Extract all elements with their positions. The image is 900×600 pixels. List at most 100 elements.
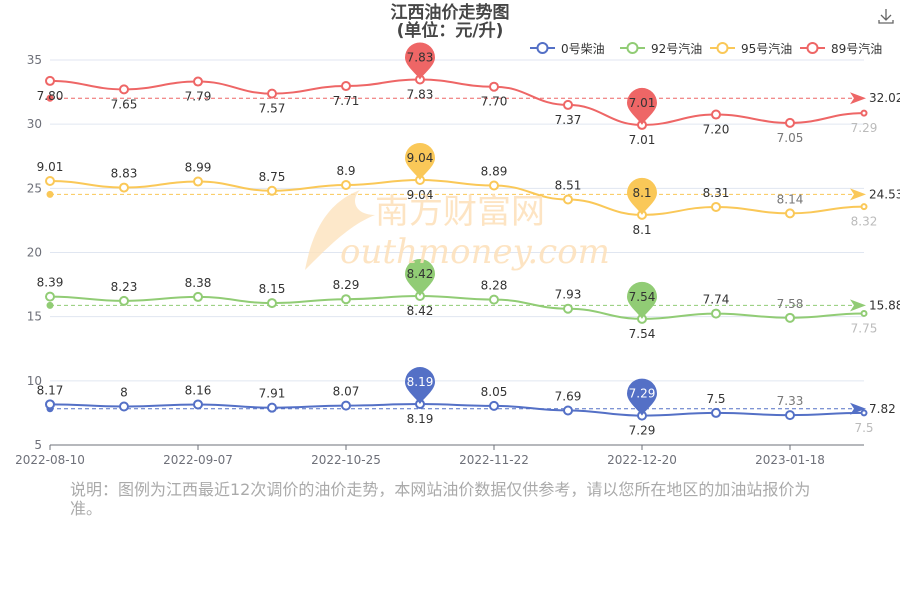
data-label: 7.29 [851, 121, 878, 135]
data-label: 7.69 [555, 389, 582, 403]
data-point [711, 109, 721, 120]
data-label: 8.42 [407, 304, 434, 318]
legend-label: 89号汽油 [831, 41, 882, 56]
data-label: 8.17 [37, 383, 64, 397]
data-point [267, 88, 277, 99]
data-point [193, 176, 203, 187]
mark-pin-label: 7.29 [629, 387, 656, 401]
data-point [267, 185, 277, 196]
mark-pin-label: 8.1 [632, 186, 651, 200]
x-tick-label: 2023-01-18 [755, 453, 825, 467]
data-point [267, 402, 277, 413]
data-point [45, 399, 55, 410]
data-label: 7.57 [259, 102, 286, 116]
chart-note: 说明：图例为江西最近12次调价的油价走势，本网站油价数据仅供参考，请以您所在地区… [70, 480, 811, 518]
data-label: 7.80 [37, 89, 64, 103]
data-label: 7.5 [706, 392, 725, 406]
data-label: 7.33 [777, 394, 804, 408]
data-point [785, 117, 795, 128]
data-point [785, 410, 795, 421]
mark-pin-label: 7.54 [629, 290, 656, 304]
data-label: 8.07 [333, 385, 360, 399]
data-point [860, 203, 868, 211]
data-label: 8.39 [37, 276, 64, 290]
data-label: 7.05 [777, 131, 804, 145]
data-label: 7.29 [629, 424, 656, 438]
y-tick-label: 25 [27, 181, 42, 195]
mark-pin-max [405, 259, 435, 297]
data-point [193, 76, 203, 87]
data-label: 8.1 [632, 223, 651, 237]
legend-item[interactable]: 0号柴油 [530, 42, 605, 56]
mark-pin-label: 8.42 [407, 267, 434, 281]
series-line-0 [49, 403, 865, 417]
data-label: 8.15 [259, 282, 286, 296]
data-point [119, 182, 129, 193]
average-label: 24.53 [869, 187, 900, 201]
mark-pin-label: 9.04 [407, 151, 434, 165]
average-label: 15.88 [869, 298, 900, 312]
data-label: 7.75 [851, 321, 878, 335]
x-tick-label: 2022-09-07 [163, 453, 233, 467]
y-tick-label: 20 [27, 246, 42, 260]
average-label: 32.02 [869, 91, 900, 105]
data-point [489, 294, 499, 305]
data-label: 7.79 [185, 90, 212, 104]
chart-title-block: 江西油价走势图 (单位：元/升) [0, 4, 900, 40]
download-icon[interactable] [876, 6, 896, 26]
data-point [267, 298, 277, 309]
data-label: 7.74 [703, 293, 730, 307]
data-label: 8.9 [336, 164, 355, 178]
data-point [563, 194, 573, 205]
mark-pin-min [627, 378, 657, 416]
y-tick-label: 5 [34, 438, 42, 452]
legend-symbol [536, 42, 549, 54]
data-label: 8.51 [555, 178, 582, 192]
data-point [860, 309, 868, 317]
x-tick-label: 2022-12-20 [607, 453, 677, 467]
series-line-3 [49, 78, 865, 126]
mark-pin-min [627, 177, 657, 215]
y-tick-label: 35 [27, 53, 42, 67]
data-label: 9.01 [37, 160, 64, 174]
data-point [860, 109, 868, 117]
data-point [711, 201, 721, 212]
mark-pin-label: 8.19 [407, 375, 434, 389]
data-label: 8.29 [333, 278, 360, 292]
data-label: 8.05 [481, 385, 508, 399]
data-label: 7.71 [333, 94, 360, 108]
legend-item[interactable]: 95号汽油 [710, 41, 792, 56]
data-label: 8.19 [407, 412, 434, 426]
data-label: 7.58 [777, 297, 804, 311]
data-point [119, 295, 129, 306]
data-label: 8.14 [777, 192, 804, 206]
data-label: 8.16 [185, 383, 212, 397]
data-point [341, 179, 351, 190]
average-line-arrow [850, 299, 866, 312]
legend-item[interactable]: 92号汽油 [620, 41, 702, 56]
data-label: 7.93 [555, 288, 582, 302]
y-tick-label: 15 [27, 310, 42, 324]
legend-item[interactable]: 89号汽油 [800, 41, 882, 56]
mark-pin-max [405, 142, 435, 180]
data-point [711, 407, 721, 418]
series-line-2 [49, 178, 865, 216]
data-label: 8.75 [259, 170, 286, 184]
x-tick-label: 2022-10-25 [311, 453, 381, 467]
chart-title: 江西油价走势图 [390, 3, 510, 23]
data-point [563, 99, 573, 110]
data-point [193, 399, 203, 410]
data-label: 7.37 [555, 113, 582, 127]
data-label: 7.70 [481, 95, 508, 109]
x-tick-label: 2022-11-22 [459, 453, 529, 467]
data-label: 9.04 [407, 188, 434, 202]
data-point [489, 180, 499, 191]
data-point [45, 75, 55, 86]
data-label: 8.83 [111, 167, 138, 181]
x-tick-label: 2022-08-10 [15, 453, 85, 467]
data-label: 8.23 [111, 280, 138, 294]
data-label: 8.89 [481, 165, 508, 179]
data-point [119, 84, 129, 95]
data-label: 8.32 [851, 215, 878, 229]
